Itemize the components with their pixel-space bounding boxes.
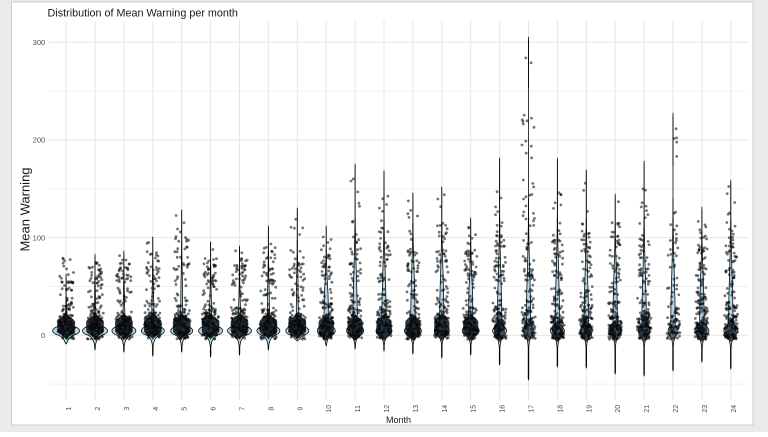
- svg-text:11: 11: [355, 405, 362, 412]
- svg-text:Mean Warning: Mean Warning: [18, 167, 33, 251]
- svg-text:19: 19: [586, 405, 593, 413]
- svg-text:2: 2: [95, 407, 102, 411]
- svg-text:4: 4: [153, 407, 160, 411]
- svg-text:5: 5: [182, 407, 189, 411]
- svg-text:6: 6: [211, 407, 218, 411]
- svg-text:0: 0: [41, 331, 45, 340]
- svg-text:20: 20: [615, 405, 622, 413]
- svg-text:1: 1: [66, 407, 73, 411]
- svg-text:Month: Month: [386, 415, 411, 425]
- svg-text:13: 13: [413, 405, 420, 413]
- svg-text:22: 22: [673, 405, 680, 413]
- svg-text:18: 18: [557, 405, 564, 413]
- svg-text:14: 14: [442, 405, 449, 413]
- svg-text:7: 7: [240, 407, 247, 411]
- svg-text:100: 100: [33, 233, 46, 242]
- svg-text:23: 23: [702, 405, 709, 413]
- svg-text:24: 24: [731, 405, 738, 413]
- svg-text:200: 200: [33, 136, 46, 145]
- svg-text:9: 9: [297, 407, 304, 411]
- svg-text:12: 12: [384, 405, 391, 413]
- svg-text:8: 8: [268, 407, 275, 411]
- svg-text:300: 300: [33, 38, 46, 47]
- svg-text:17: 17: [529, 405, 536, 413]
- svg-text:3: 3: [124, 407, 131, 411]
- svg-text:16: 16: [500, 405, 507, 413]
- svg-text:10: 10: [326, 405, 333, 413]
- svg-text:15: 15: [471, 405, 478, 413]
- svg-text:Distribution of Mean Warning p: Distribution of Mean Warning per month: [48, 7, 238, 19]
- svg-text:21: 21: [644, 405, 651, 413]
